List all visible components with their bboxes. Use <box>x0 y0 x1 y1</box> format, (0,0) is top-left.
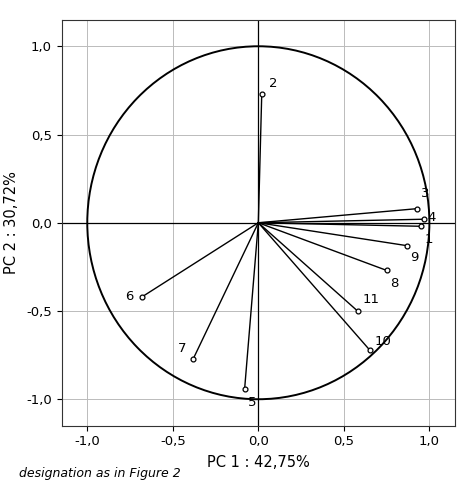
Text: 10: 10 <box>374 335 392 348</box>
Text: 2: 2 <box>269 77 277 91</box>
Text: 4: 4 <box>428 211 436 224</box>
Text: 6: 6 <box>125 291 134 303</box>
Text: 3: 3 <box>421 187 429 200</box>
Text: 1: 1 <box>424 233 433 247</box>
Text: 9: 9 <box>410 251 419 264</box>
Text: designation as in Figure 2: designation as in Figure 2 <box>19 467 181 480</box>
Text: 7: 7 <box>178 342 186 355</box>
Text: 5: 5 <box>248 396 256 409</box>
Text: 11: 11 <box>363 293 380 306</box>
Text: 8: 8 <box>390 278 399 291</box>
X-axis label: PC 1 : 42,75%: PC 1 : 42,75% <box>207 455 310 470</box>
Y-axis label: PC 2 : 30,72%: PC 2 : 30,72% <box>4 171 19 274</box>
